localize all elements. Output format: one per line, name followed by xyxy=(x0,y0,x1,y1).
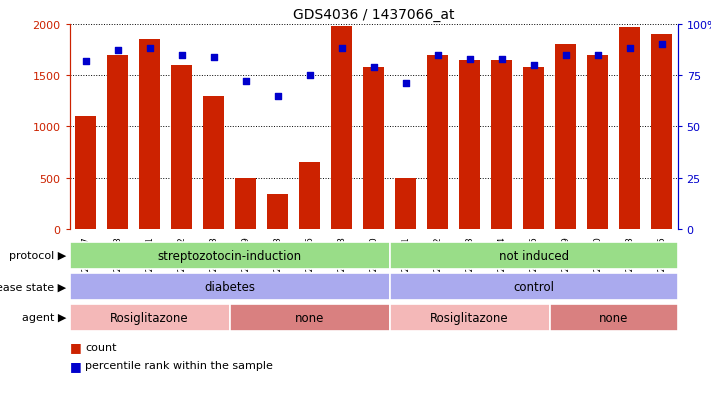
Bar xyxy=(267,195,288,229)
Bar xyxy=(459,61,480,229)
Text: none: none xyxy=(599,311,629,324)
Bar xyxy=(107,55,128,229)
Point xyxy=(144,46,156,52)
Point xyxy=(656,42,667,49)
Point xyxy=(176,52,188,59)
Bar xyxy=(491,61,512,229)
Bar xyxy=(139,40,160,229)
Point xyxy=(80,58,91,65)
Bar xyxy=(75,117,96,229)
Point xyxy=(464,56,475,63)
Text: control: control xyxy=(513,280,554,293)
Text: ■: ■ xyxy=(70,359,85,372)
Bar xyxy=(427,55,448,229)
Point xyxy=(432,52,444,59)
Text: percentile rank within the sample: percentile rank within the sample xyxy=(85,361,273,370)
Bar xyxy=(299,163,320,229)
Point xyxy=(368,64,380,71)
Text: protocol ▶: protocol ▶ xyxy=(9,251,66,261)
Bar xyxy=(395,178,416,229)
FancyBboxPatch shape xyxy=(390,242,678,269)
Point xyxy=(112,48,124,55)
Point xyxy=(336,46,347,52)
Bar xyxy=(171,66,192,229)
Title: GDS4036 / 1437066_at: GDS4036 / 1437066_at xyxy=(293,8,454,22)
Text: diabetes: diabetes xyxy=(204,280,255,293)
Text: Rosiglitazone: Rosiglitazone xyxy=(430,311,509,324)
FancyBboxPatch shape xyxy=(70,304,230,331)
FancyBboxPatch shape xyxy=(70,242,390,269)
Bar xyxy=(235,178,256,229)
Bar xyxy=(203,96,224,229)
FancyBboxPatch shape xyxy=(390,304,550,331)
Point xyxy=(400,81,411,88)
Text: none: none xyxy=(295,311,324,324)
Text: ■: ■ xyxy=(70,340,85,354)
Text: disease state ▶: disease state ▶ xyxy=(0,282,66,292)
FancyBboxPatch shape xyxy=(550,304,678,331)
FancyBboxPatch shape xyxy=(390,273,678,300)
Point xyxy=(208,54,219,61)
Bar xyxy=(331,27,352,229)
Point xyxy=(304,73,316,79)
Point xyxy=(624,46,636,52)
Text: Rosiglitazone: Rosiglitazone xyxy=(110,311,189,324)
Text: streptozotocin-induction: streptozotocin-induction xyxy=(158,249,301,262)
Text: count: count xyxy=(85,342,117,352)
Point xyxy=(560,52,572,59)
Bar xyxy=(587,55,608,229)
Text: agent ▶: agent ▶ xyxy=(22,313,66,323)
Bar xyxy=(651,35,672,229)
Text: not induced: not induced xyxy=(498,249,569,262)
Point xyxy=(528,62,539,69)
Point xyxy=(592,52,603,59)
Bar xyxy=(555,45,576,229)
Point xyxy=(496,56,507,63)
Point xyxy=(240,79,252,85)
Bar xyxy=(523,68,544,229)
FancyBboxPatch shape xyxy=(230,304,390,331)
Bar xyxy=(619,28,640,229)
Bar xyxy=(363,68,384,229)
FancyBboxPatch shape xyxy=(70,273,390,300)
Point xyxy=(272,93,283,100)
